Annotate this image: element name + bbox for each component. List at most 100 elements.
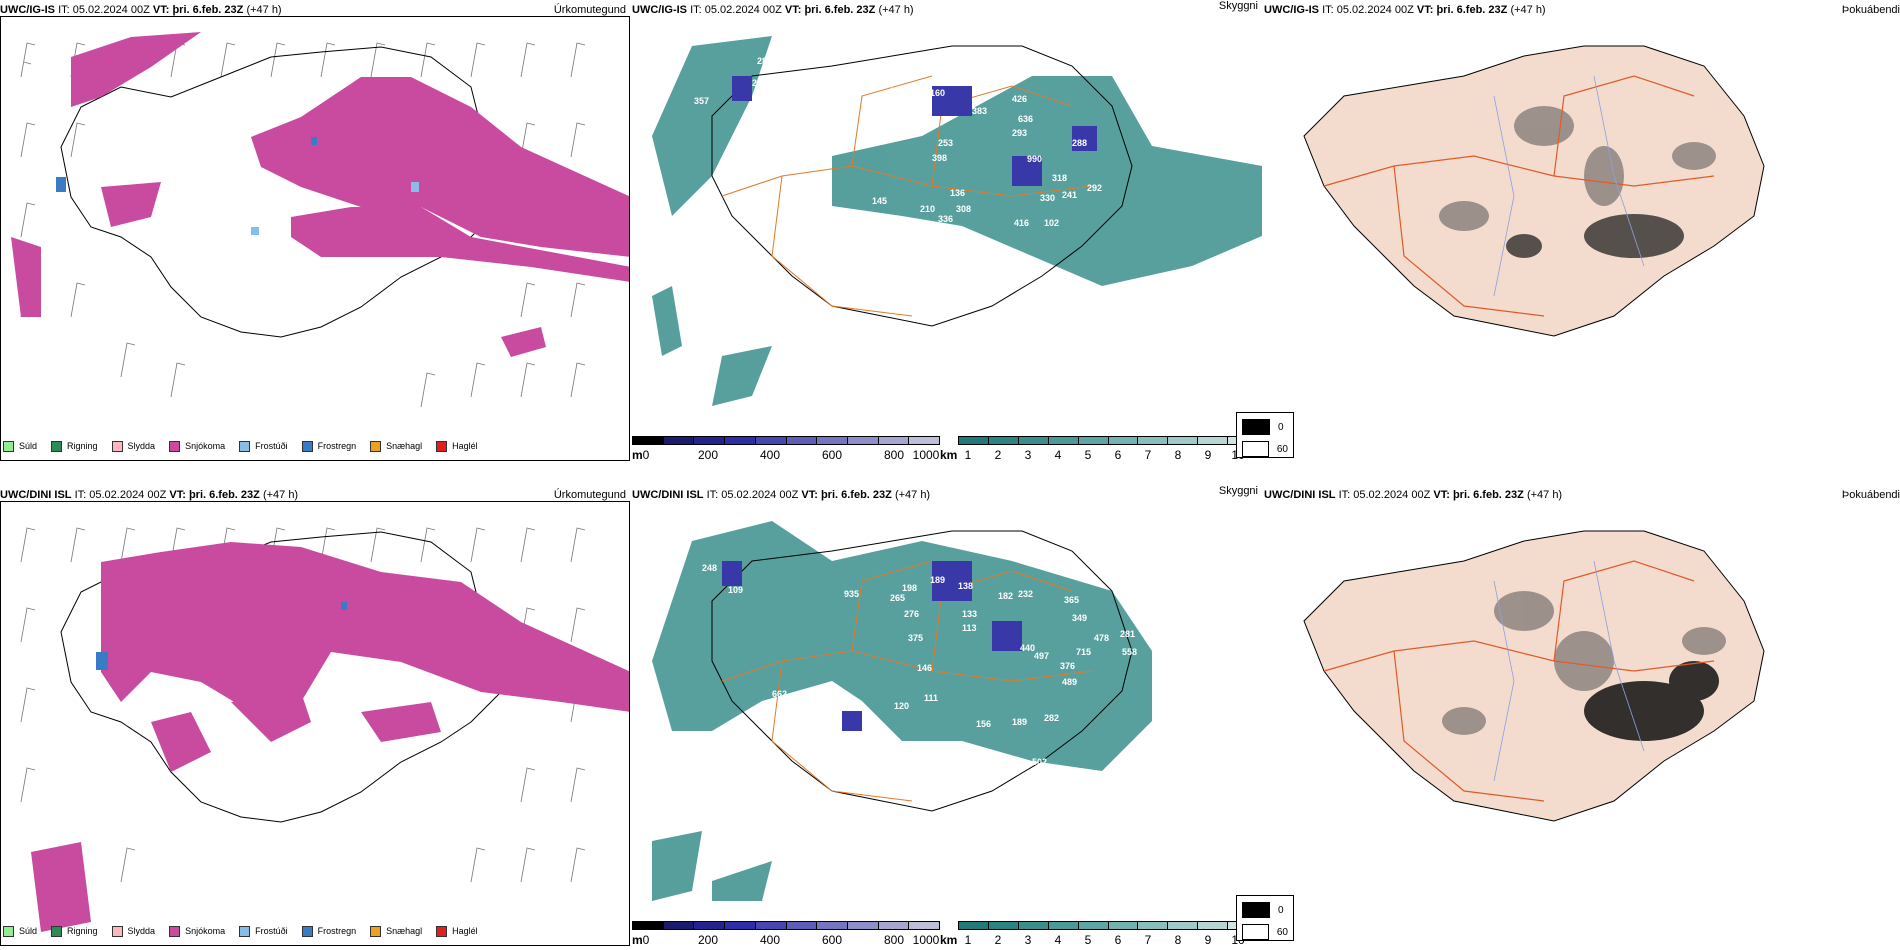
svg-text:293: 293 [1012,128,1027,138]
legend-item: Haglél [436,440,478,452]
svg-text:232: 232 [1018,589,1033,599]
panel-title: Þokuábendi [1841,4,1900,16]
fog-map [1264,16,1894,436]
legend-item: Slydda [111,440,155,452]
legend-item: Haglél [436,925,478,937]
legend-item: Rigning [51,440,98,452]
svg-text:253: 253 [938,138,953,148]
land-area [1303,45,1765,337]
legend-item: Slydda [111,925,155,937]
model-name: UWC/IG-IS [1264,4,1319,16]
legend-item: Frostregn [301,925,356,937]
legend-item: Snæhagl [370,440,422,452]
ceiling-colorbar [632,921,940,930]
visibility-tick: 5 [1084,933,1092,947]
it-value: 05.02.2024 00Z [89,489,167,501]
precip-type-panel-bottom: UWC/DINI ISL IT: 05.02.2024 00Z VT: þri.… [0,485,630,950]
vt-label: VT: [152,4,170,16]
roads [1323,75,1715,317]
svg-text:113: 113 [962,623,977,633]
ceiling-tick: 600 [821,448,843,462]
ceiling-unit: m [632,933,643,947]
vt-value: þri. 6.feb. 23Z [804,4,876,16]
fog-legend-item: 0 [1242,419,1288,435]
panel-header: UWC/DINI ISL IT: 05.02.2024 00Z VT: þri.… [632,485,1262,503]
ceiling-tick: 800 [883,448,905,462]
iceland-map [20,527,629,932]
freezing-rain-areas [96,602,347,670]
visibility-map: 357 240 285 356 160 383 426 636 253 398 … [632,16,1262,416]
svg-text:282: 282 [1044,713,1059,723]
iceland-map: 357 240 285 356 160 383 426 636 253 398 … [652,36,1262,406]
precip-legend: Súld Rigning Slydda Snjókoma Frostúði Fr… [3,438,492,454]
it-value: 05.02.2024 00Z [704,4,782,16]
panel-header: UWC/IG-IS IT: 05.02.2024 00Z VT: þri. 6.… [1264,2,1900,18]
svg-text:102: 102 [1044,218,1059,228]
it-label: IT: [1322,4,1334,16]
svg-text:349: 349 [1072,613,1087,623]
vt-value: þri. 6.feb. 23Z [820,489,892,501]
svg-text:281: 281 [1120,629,1135,639]
panel-title: Þokuábendi [1841,489,1900,501]
svg-text:285: 285 [757,56,772,66]
vt-value: þri. 6.feb. 23Z [1436,4,1508,16]
panel-header: UWC/IG-IS IT: 05.02.2024 00Z VT: þri. 6.… [0,2,630,18]
svg-text:497: 497 [1034,651,1049,661]
freezing-drizzle-areas [251,182,419,235]
visibility-panel-bottom: UWC/DINI ISL IT: 05.02.2024 00Z VT: þri.… [632,485,1262,950]
svg-text:240: 240 [752,78,767,88]
svg-text:241: 241 [1062,190,1077,200]
visibility-tick: 6 [1114,933,1122,947]
fog-panel-bottom: UWC/DINI ISL IT: 05.02.2024 00Z VT: þri.… [1236,485,1900,950]
lead-time: (+47 h) [1526,489,1563,501]
panel-header: UWC/IG-IS IT: 05.02.2024 00Z VT: þri. 6.… [632,0,1262,18]
legend-item: Frostúði [239,925,288,937]
lead-time: (+47 h) [262,489,299,501]
vt-value: þri. 6.feb. 23Z [1452,489,1524,501]
scale-bars: m 0 200 400 600 800 1000 km 1 2 3 4 5 6 … [632,420,1262,464]
scale-bars: m 0 200 400 600 800 1000 km 1 2 3 4 5 6 … [632,905,1262,949]
svg-text:558: 558 [1122,647,1137,657]
fog-legend-item: 60 [1242,441,1288,457]
ceiling-tick: 0 [642,448,650,462]
visibility-colorbar [958,436,1258,445]
ceiling-tick: 400 [759,448,781,462]
vt-value: þri. 6.feb. 23Z [172,4,244,16]
svg-text:288: 288 [1072,138,1087,148]
visibility-unit: km [940,933,958,947]
visibility-tick: 5 [1084,448,1092,462]
visibility-tick: 2 [994,933,1002,947]
panel-title: Skyggni [1218,0,1258,12]
ceiling-colorbar [632,436,940,445]
legend-item: Súld [3,925,37,937]
it-label: IT: [58,4,70,16]
low-ceiling-areas [732,76,1097,186]
it-value: 05.02.2024 00Z [1353,489,1431,501]
visibility-tick: 8 [1174,933,1182,947]
svg-text:416: 416 [1014,218,1029,228]
svg-text:990: 990 [1027,154,1042,164]
svg-text:189: 189 [1012,717,1027,727]
model-name: UWC/DINI ISL [632,489,704,501]
svg-text:636: 636 [1018,114,1033,124]
ceiling-tick: 200 [697,448,719,462]
ceiling-tick: 800 [883,933,905,947]
it-label: IT: [706,489,719,501]
iceland-map [1303,530,1765,822]
legend-item: Snjókoma [169,440,225,452]
ceiling-tick: 1000 [912,448,940,462]
svg-text:356: 356 [890,86,905,96]
visibility-panel-top: UWC/IG-IS IT: 05.02.2024 00Z VT: þri. 6.… [632,0,1262,465]
svg-text:160: 160 [930,88,945,98]
svg-text:133: 133 [962,609,977,619]
snow-areas [31,542,629,932]
ceiling-tick: 0 [642,933,650,947]
it-value: 05.02.2024 00Z [72,4,150,16]
svg-text:248: 248 [702,563,717,573]
panel-title: Úrkomutegund [553,4,626,16]
precip-legend: Súld Rigning Slydda Snjókoma Frostúði Fr… [3,923,492,939]
fog-panel-top: UWC/IG-IS IT: 05.02.2024 00Z VT: þri. 6.… [1236,0,1900,465]
visibility-tick: 2 [994,448,1002,462]
svg-text:376: 376 [1060,661,1075,671]
legend-item: Rigning [51,925,98,937]
